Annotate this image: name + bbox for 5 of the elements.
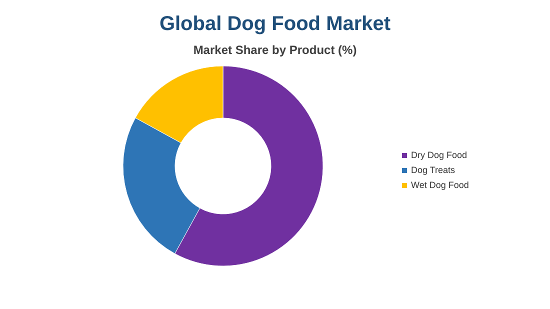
legend-label: Wet Dog Food [411,180,469,190]
chart-subtitle: Market Share by Product (%) [193,43,357,57]
legend-label: Dog Treats [411,165,456,175]
legend-label: Dry Dog Food [411,150,468,160]
chart-title: Global Dog Food Market [159,13,391,35]
